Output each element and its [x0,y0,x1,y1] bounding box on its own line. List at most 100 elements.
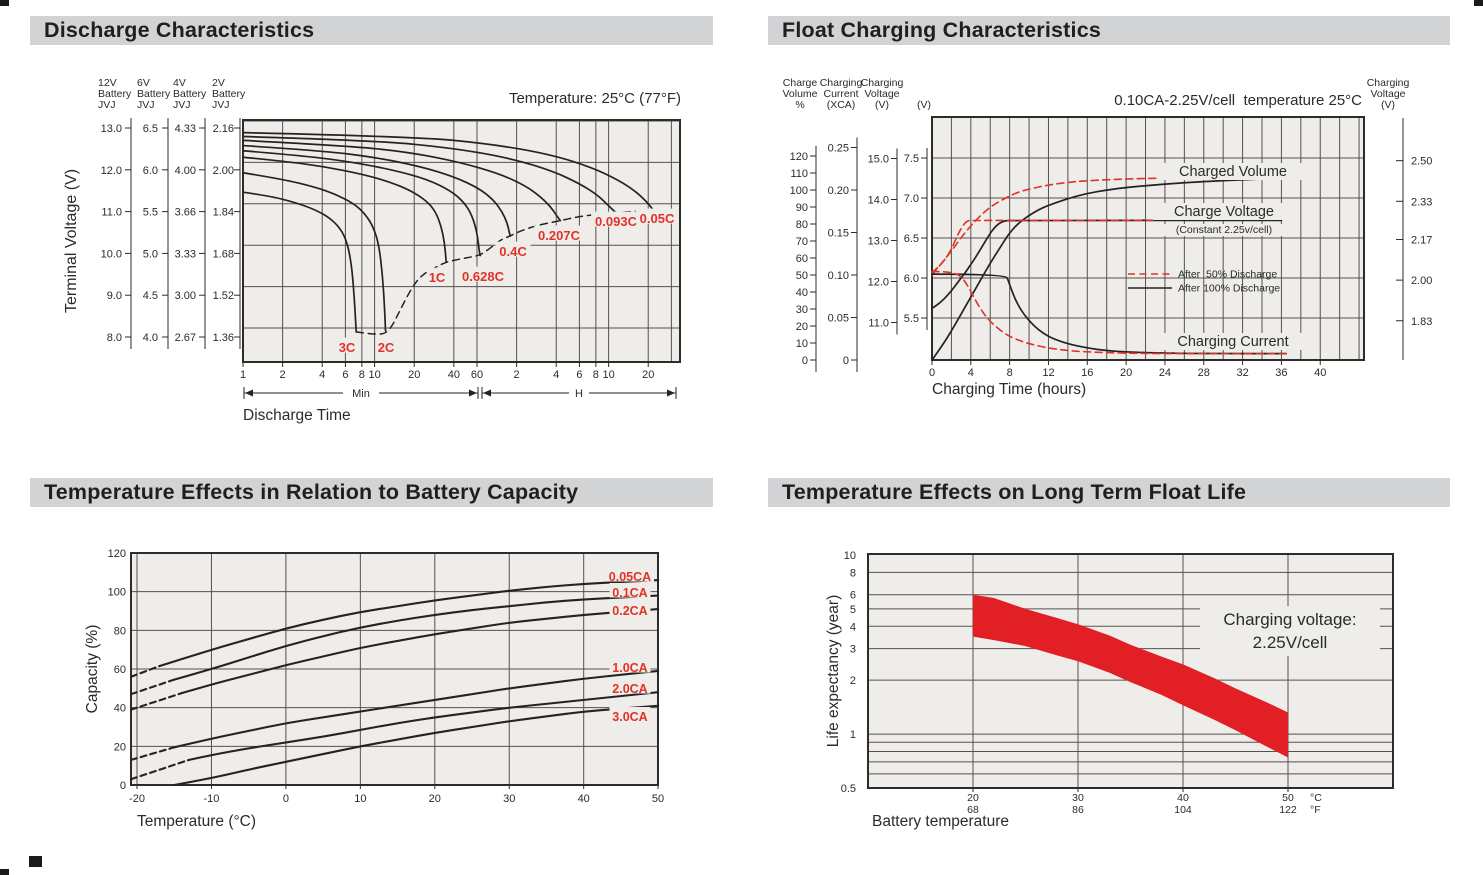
scale-value: 10 [796,338,808,350]
chart-discharge: 12VBatteryJVJ13.012.011.010.09.08.06VBat… [63,77,681,424]
crop-mark-bottom-left [0,869,9,875]
curve-label: 0.628C [462,269,505,284]
plot-label: Charged Volume [1179,164,1287,180]
x-tick-label: 20 [408,369,420,381]
scale-value: 20 [796,321,808,333]
discharge-curve-0.628C [242,149,482,257]
x-tick-label: 20 [1120,367,1132,379]
scale-header: Battery [173,88,207,100]
x-tick-label: 4 [968,367,974,379]
section-title-temp-capacity: Temperature Effects in Relation to Batte… [30,478,713,507]
scale-value: 6.0 [143,165,158,177]
x-tick-label-fahrenheit: 104 [1174,804,1192,816]
y-tick-label: 0 [120,780,126,792]
y-axis-title: Capacity (%) [84,625,101,714]
x-tick-label: 6 [576,369,582,381]
cutoff-envelope-curve [355,209,654,335]
crop-mark-top-left [0,0,9,6]
capacity-curve-2.0CA [188,691,660,761]
scale-header: Charging [820,77,863,89]
capacity-curve-dashed [129,746,176,761]
scale-value: 13.0 [868,236,889,248]
arrow-left-icon [245,389,253,397]
curve-label-bg [609,658,651,673]
y-axis-title: Life expectancy (year) [825,595,842,748]
scale-header: Current [823,88,858,100]
x-tick-label: 16 [1081,367,1093,379]
scale-header: Volume [782,88,817,100]
plot-label-bg [1148,224,1300,236]
x-tick-label: 30 [503,793,515,805]
curve-label-bg [534,225,584,241]
scale-header: Charging [1367,77,1410,89]
scale-value: 2.16 [213,123,234,135]
y-tick-label: 4 [850,621,856,633]
float-curve [931,175,1288,276]
curve-label-bg [375,337,397,353]
curve-label: 2.0CA [612,682,647,696]
chart-float-life: 1086543210.5206830864010450122°C°FChargi… [825,550,1394,830]
scale-header: (V) [875,99,889,111]
x-tick-label-fahrenheit: 122 [1279,804,1297,816]
scale-value: 0 [843,355,849,367]
scale-value: 1.52 [213,290,234,302]
section-title-float-life: Temperature Effects on Long Term Float L… [768,478,1450,507]
scale-value: 10.0 [101,248,122,260]
chart-note: 0.10CA-2.25V/cell temperature 25°C [1114,92,1362,109]
scale-value: 80 [796,219,808,231]
scale-value: 2.00 [1411,275,1432,287]
scale-value: 0.20 [828,185,849,197]
annotation-bg [1200,606,1380,656]
scale-value: 5.5 [143,207,158,219]
y-tick-label: 120 [108,548,126,560]
plot-border [242,119,681,363]
scale-value: 120 [790,151,808,163]
scale-value: 40 [796,287,808,299]
plot-label: (Constant 2.25v/cell) [1176,224,1272,236]
curve-label: 0.4C [499,244,527,259]
scale-value: 12.0 [101,165,122,177]
x-tick-label: -20 [129,793,145,805]
x-tick-label: 12 [1042,367,1054,379]
scale-value: 3.33 [175,248,196,260]
x-tick-label: 28 [1198,367,1210,379]
scale-value: 1.83 [1411,316,1432,328]
scale-value: 30 [796,304,808,316]
x-tick-label: 4 [319,369,325,381]
curve-label-bg [606,567,654,582]
x-tick-label: 10 [368,369,380,381]
section-title-float-charging: Float Charging Characteristics [768,16,1450,45]
plot-border [130,552,659,786]
discharge-curve-3C [242,191,358,333]
scale-value: 5.5 [904,313,919,325]
arrow-right-icon [667,389,675,397]
capacity-curve-1.0CA [173,669,660,749]
curve-label: 0.1CA [612,586,647,600]
curve-label-bg [336,337,358,353]
curve-label: 0.05CA [609,570,651,584]
x-tick-label: 40 [1314,367,1326,379]
scale-value: 2.33 [1411,196,1432,208]
scale-value: 2.50 [1411,156,1432,168]
plot-border [867,553,1394,789]
y-tick-label: 60 [114,664,126,676]
x-axis-title: Temperature (°C) [137,813,256,830]
discharge-curve-0.4C [242,144,512,237]
x-tick-label: 60 [471,369,483,381]
plot-label: Charging Current [1177,334,1288,350]
y-tick-label: 1 [850,729,856,741]
y-tick-label: 6 [850,590,856,602]
scale-value: 1.36 [213,332,234,344]
chart-float-charging: ChargeVolume%010203040506070809010011012… [782,77,1432,398]
x-tick-label: 10 [602,369,614,381]
curve-label: 0.207C [538,228,581,243]
capacity-curve-dashed [129,758,191,781]
x-tick-label-fahrenheit: 68 [967,804,979,816]
y-tick-label: 100 [108,587,126,599]
discharge-curve-0.207C [242,139,562,222]
x-axis-title: Charging Time (hours) [932,381,1086,398]
scale-value: 2.17 [1411,235,1432,247]
x-unit-celsius: °C [1310,792,1322,804]
scale-value: 1.68 [213,248,234,260]
scale-header: JVJ [173,99,191,111]
